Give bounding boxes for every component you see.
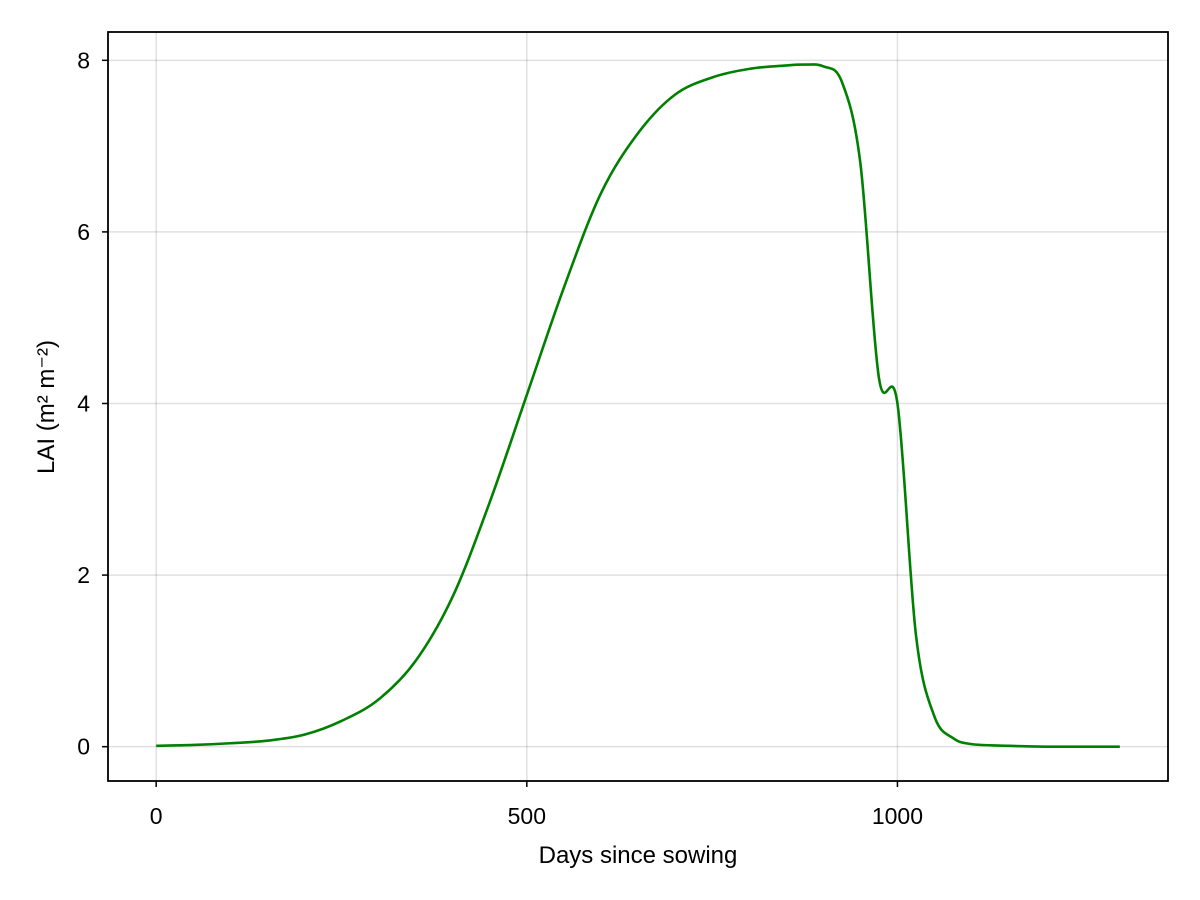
x-tick-label: 1000 — [872, 803, 923, 829]
tick-layer: 0 500 1000 0 2 4 6 8 — [77, 47, 923, 829]
y-tick-label: 4 — [77, 390, 90, 416]
lai-series-line — [156, 63, 1120, 749]
y-axis-title: LAI (m² m⁻²) — [33, 340, 60, 474]
y-tick-label: 2 — [77, 562, 90, 588]
y-tick-label: 0 — [77, 734, 90, 760]
x-tick-label: 0 — [150, 803, 163, 829]
x-tick-label: 500 — [508, 803, 546, 829]
grid-layer — [108, 32, 1168, 781]
y-tick-label: 6 — [77, 219, 90, 245]
y-tick-label: 8 — [77, 47, 90, 73]
plot-frame — [107, 31, 1169, 782]
x-axis-title: Days since sowing — [539, 842, 738, 869]
